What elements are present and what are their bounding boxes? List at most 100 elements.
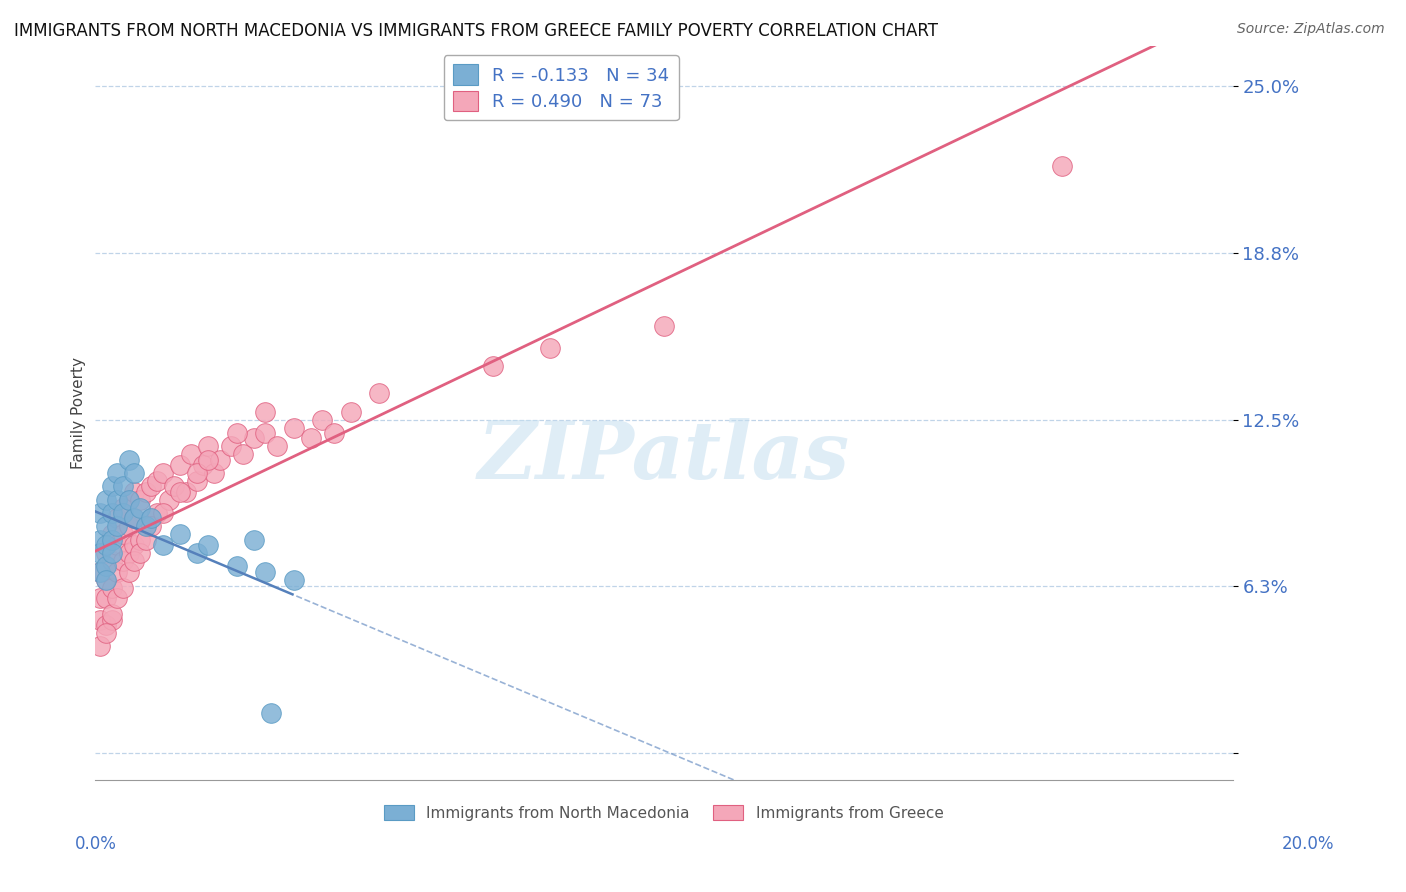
Text: IMMIGRANTS FROM NORTH MACEDONIA VS IMMIGRANTS FROM GREECE FAMILY POVERTY CORRELA: IMMIGRANTS FROM NORTH MACEDONIA VS IMMIG… — [14, 22, 938, 40]
Point — [180, 447, 202, 461]
Point — [100, 581, 122, 595]
Point — [94, 591, 117, 606]
Point — [105, 511, 128, 525]
Text: 0.0%: 0.0% — [75, 835, 117, 853]
Point — [299, 431, 322, 445]
Point — [111, 500, 134, 515]
Point — [225, 425, 247, 440]
Point — [322, 425, 344, 440]
Point — [146, 474, 169, 488]
Point — [169, 458, 191, 472]
Point — [100, 613, 122, 627]
Point — [202, 466, 225, 480]
Point — [219, 439, 242, 453]
Point — [124, 466, 146, 480]
Point — [135, 533, 157, 547]
Point — [191, 458, 214, 472]
Point — [105, 492, 128, 507]
Y-axis label: Family Poverty: Family Poverty — [72, 357, 86, 469]
Point — [94, 573, 117, 587]
Point — [163, 479, 186, 493]
Point — [124, 484, 146, 499]
Point — [368, 385, 391, 400]
Point — [260, 706, 283, 720]
Point — [208, 452, 231, 467]
Point — [94, 538, 117, 552]
Point — [94, 546, 117, 560]
Point — [100, 554, 122, 568]
Point — [1050, 159, 1073, 173]
Point — [118, 546, 141, 560]
Point — [94, 618, 117, 632]
Point — [89, 565, 111, 579]
Point — [129, 492, 152, 507]
Point — [105, 565, 128, 579]
Point — [118, 492, 141, 507]
Point — [94, 492, 117, 507]
Point — [157, 492, 180, 507]
Point — [129, 500, 152, 515]
Point — [118, 519, 141, 533]
Point — [100, 506, 122, 520]
Point — [254, 404, 277, 418]
Point — [482, 359, 505, 374]
Point — [225, 559, 247, 574]
Point — [231, 447, 253, 461]
Point — [105, 538, 128, 552]
Point — [254, 565, 277, 579]
Point — [124, 554, 146, 568]
Point — [311, 412, 333, 426]
Point — [100, 527, 122, 541]
Text: 20.0%: 20.0% — [1281, 835, 1334, 853]
Point — [243, 431, 266, 445]
Point — [141, 479, 163, 493]
Point — [100, 546, 122, 560]
Point — [100, 533, 122, 547]
Point — [141, 511, 163, 525]
Point — [124, 538, 146, 552]
Point — [100, 607, 122, 622]
Point — [197, 439, 219, 453]
Point — [94, 626, 117, 640]
Point — [146, 506, 169, 520]
Point — [89, 640, 111, 654]
Point — [266, 439, 288, 453]
Point — [111, 554, 134, 568]
Point — [135, 519, 157, 533]
Point — [89, 613, 111, 627]
Point — [197, 538, 219, 552]
Point — [186, 466, 208, 480]
Point — [89, 506, 111, 520]
Point — [135, 484, 157, 499]
Text: Source: ZipAtlas.com: Source: ZipAtlas.com — [1237, 22, 1385, 37]
Point — [141, 519, 163, 533]
Point — [652, 319, 675, 334]
Point — [105, 519, 128, 533]
Point — [89, 565, 111, 579]
Point — [152, 538, 174, 552]
Point — [105, 466, 128, 480]
Point — [129, 546, 152, 560]
Point — [169, 527, 191, 541]
Point — [135, 519, 157, 533]
Point — [124, 511, 146, 525]
Point — [111, 479, 134, 493]
Point — [89, 546, 111, 560]
Point — [254, 425, 277, 440]
Point — [94, 519, 117, 533]
Point — [283, 420, 305, 434]
Point — [118, 452, 141, 467]
Point — [111, 581, 134, 595]
Point — [538, 341, 561, 355]
Point — [89, 591, 111, 606]
Point — [111, 527, 134, 541]
Point — [141, 511, 163, 525]
Point — [152, 506, 174, 520]
Point — [94, 559, 117, 574]
Point — [339, 404, 361, 418]
Point — [152, 466, 174, 480]
Point — [243, 533, 266, 547]
Point — [283, 573, 305, 587]
Point — [118, 565, 141, 579]
Point — [100, 479, 122, 493]
